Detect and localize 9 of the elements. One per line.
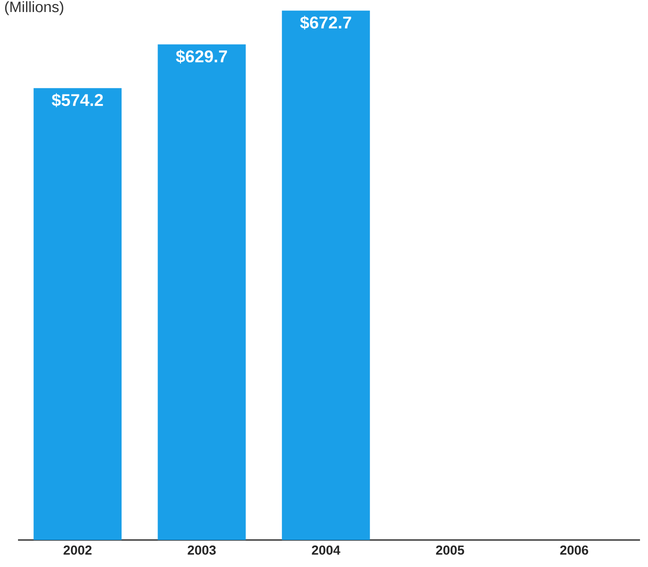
x-tick-label: 2003 [188,546,216,555]
chart-subtitle: (Millions) [5,1,64,16]
x-tick-label: 2002 [64,546,92,555]
x-tick-label: 2004 [312,546,340,555]
x-tick-label: 2006 [560,546,588,555]
data-label: $672.7 [300,16,352,30]
data-label: $574.2 [52,93,103,108]
data-label: $629.7 [176,50,227,64]
x-tick-label: 2005 [436,546,464,555]
